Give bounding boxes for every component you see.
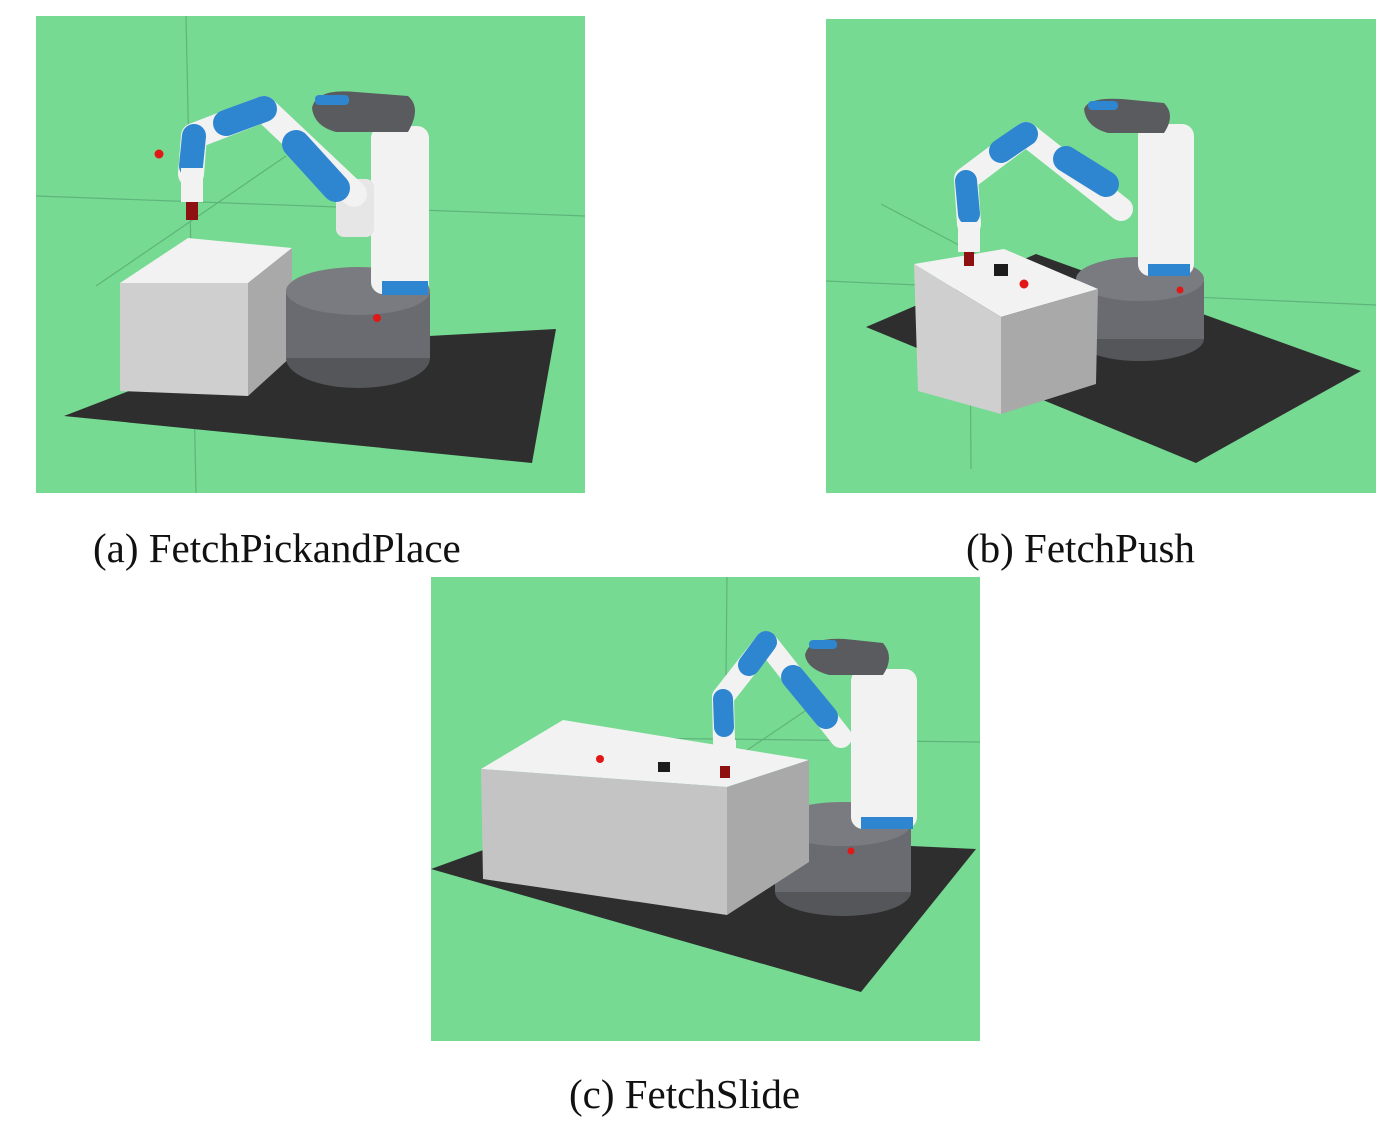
object-puck (658, 762, 670, 772)
base-marker-dot (1176, 286, 1184, 294)
head-accent (1088, 101, 1118, 110)
scene-render-b (826, 98, 1376, 470)
caption-c: (c) FetchSlide (569, 1071, 801, 1117)
table-side (248, 248, 292, 396)
gripper (958, 222, 980, 252)
panel-fetch-push (826, 19, 1376, 493)
table-side (727, 760, 809, 915)
arm-segment-blue (713, 689, 734, 737)
target-dot (1019, 279, 1029, 289)
scene-render-a (36, 16, 585, 493)
caption-a: (a) FetchPickandPlace (93, 525, 461, 571)
table-top (914, 249, 1098, 317)
panel-fetch-pick-and-place (36, 16, 585, 493)
torso-band (861, 817, 913, 829)
grid-line (36, 195, 585, 217)
robot-torso (851, 669, 917, 829)
scene-render-c (431, 577, 980, 992)
torso-band (382, 281, 428, 295)
table-front (481, 769, 727, 915)
arm-segment-blue (179, 124, 206, 178)
table-front (914, 264, 1001, 414)
gripper-fingers (720, 766, 730, 778)
arm-segment-blue (781, 665, 838, 729)
torso-band (1148, 264, 1190, 276)
head-accent (315, 95, 349, 105)
arm-segment-blue (1053, 146, 1119, 197)
arm-segment-blue (989, 122, 1038, 163)
floor-mat (64, 329, 556, 463)
gripper-fingers (186, 202, 198, 220)
arm-segment-blue (282, 130, 350, 202)
panel-fetch-slide (431, 577, 980, 1041)
table-front (120, 283, 248, 396)
robot-torso (371, 126, 429, 294)
caption-b: (b) FetchPush (966, 525, 1195, 571)
grid-line (95, 155, 287, 287)
table-side (1001, 289, 1098, 414)
target-dot (154, 149, 164, 159)
gripper-fingers (964, 252, 974, 266)
target-dot (596, 755, 604, 763)
arm-segment-blue (738, 631, 777, 676)
robot-torso (1138, 124, 1194, 276)
base-marker-dot (847, 847, 855, 855)
arm-segment-blue (955, 170, 980, 225)
gripper (181, 168, 203, 202)
base-marker-dot (373, 314, 381, 322)
head-accent (809, 640, 837, 649)
gripper (714, 740, 736, 766)
arm-segment-blue (213, 96, 277, 136)
table-top (120, 238, 292, 283)
object-cube (994, 264, 1008, 276)
